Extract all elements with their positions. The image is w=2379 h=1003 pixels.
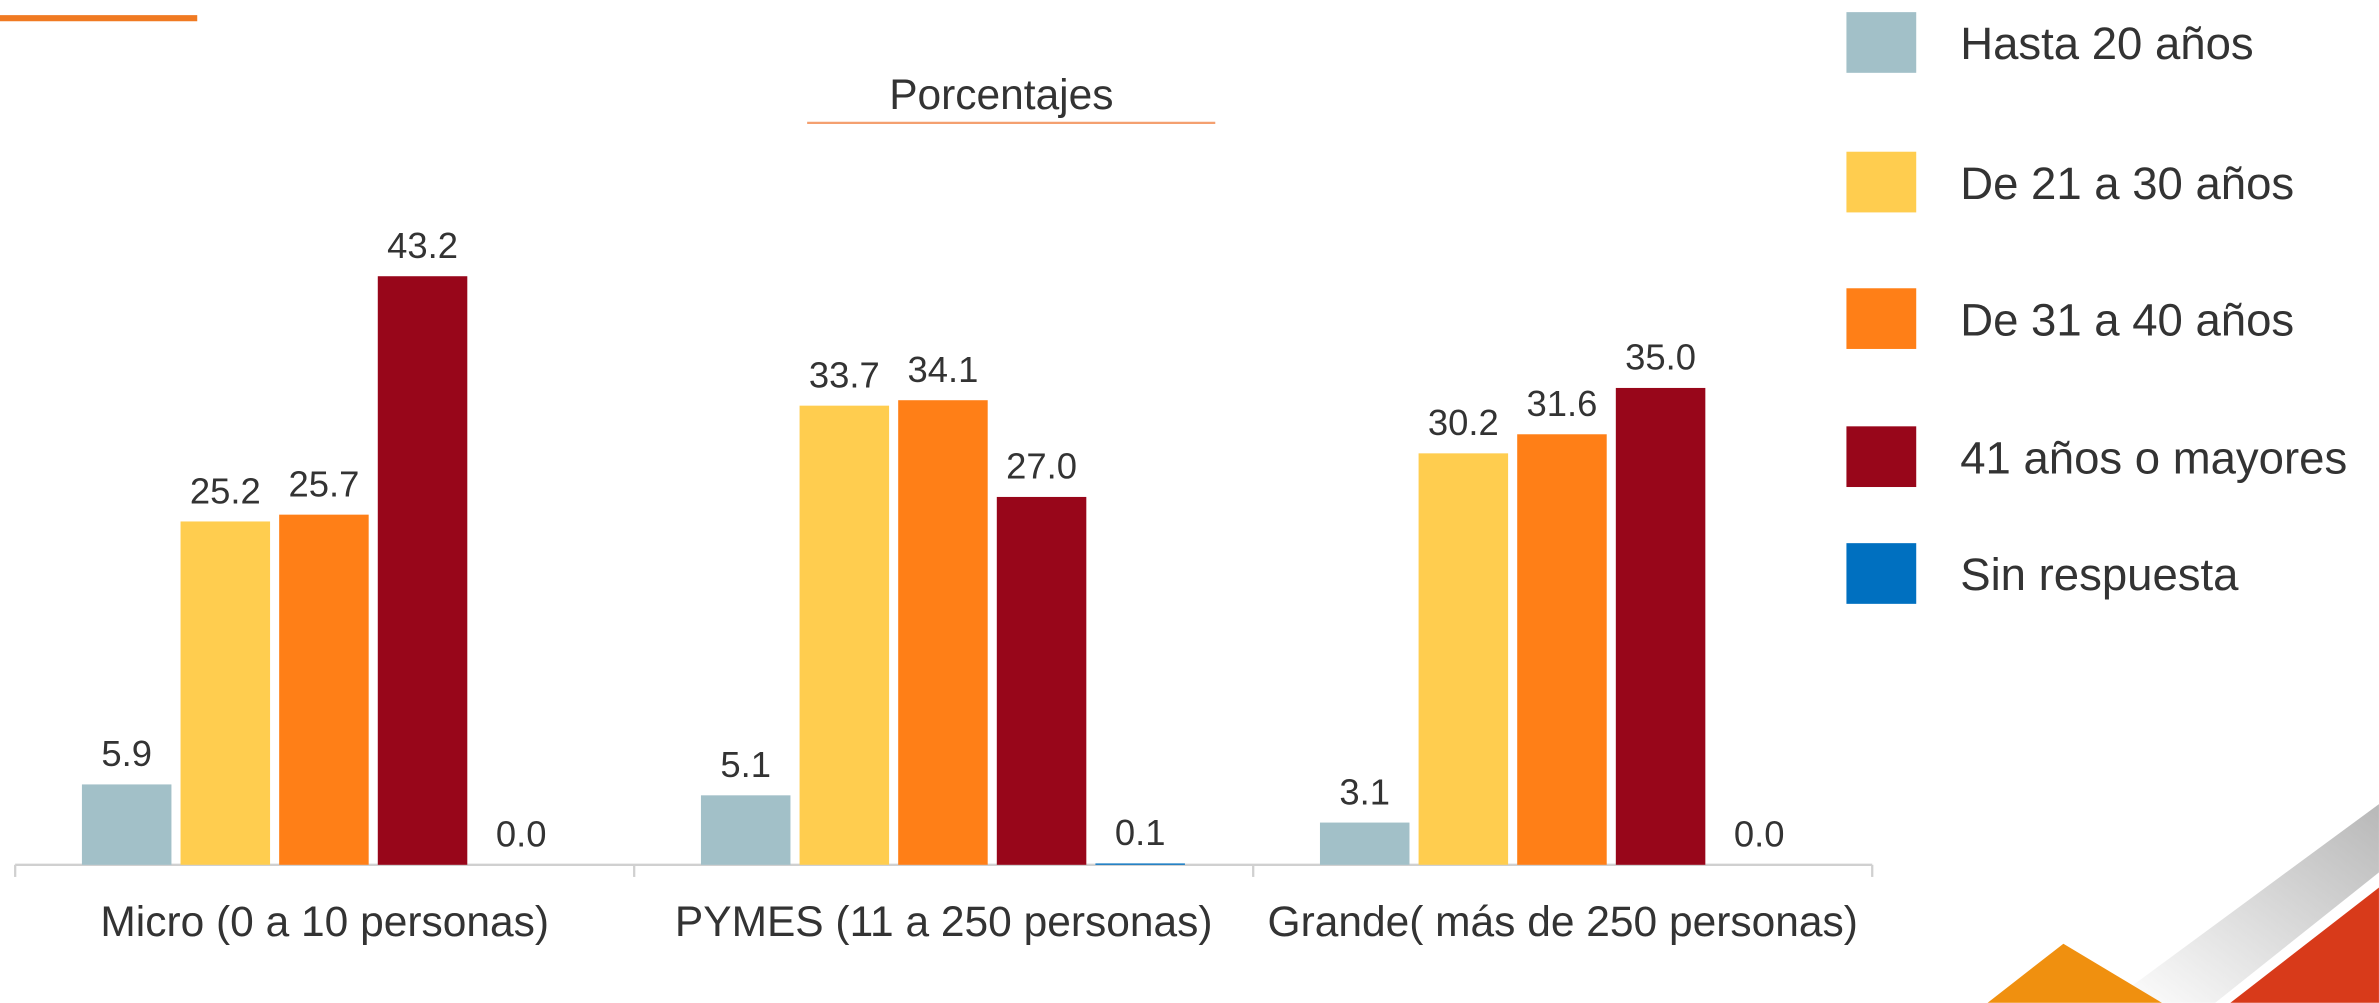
- chart-title: Porcentajes: [889, 72, 1113, 119]
- bar: [996, 496, 1087, 865]
- data-label: 31.6: [1527, 383, 1598, 424]
- data-label: 0.0: [496, 814, 547, 855]
- x-tick-label: Grande( más de 250 personas): [1267, 898, 1858, 946]
- data-label: 43.2: [387, 225, 458, 266]
- legend-label: Sin respuesta: [1960, 549, 2239, 600]
- legend-swatch: [1846, 151, 1917, 213]
- legend-swatch: [1846, 426, 1917, 488]
- legend-label: De 31 a 40 años: [1960, 294, 2294, 345]
- legend-swatch: [1846, 288, 1917, 349]
- data-label: 33.7: [809, 354, 880, 395]
- bar: [1517, 434, 1607, 865]
- data-label: 5.9: [101, 733, 152, 774]
- data-label: 0.1: [1115, 812, 1166, 853]
- data-label: 0.0: [1734, 814, 1785, 855]
- data-label: 5.1: [720, 744, 771, 785]
- bar: [279, 514, 369, 865]
- data-label: 3.1: [1339, 771, 1390, 812]
- data-label: 34.1: [908, 349, 979, 390]
- legend-label: Hasta 20 años: [1960, 18, 2253, 69]
- bar: [377, 276, 468, 865]
- bar: [1319, 822, 1410, 865]
- legend-label: 41 años o mayores: [1960, 432, 2347, 483]
- legend-swatch: [1846, 543, 1917, 604]
- decoration: [1987, 943, 2163, 1003]
- data-label: 25.2: [190, 470, 261, 511]
- bar: [1418, 453, 1509, 865]
- x-tick-label: Micro (0 a 10 personas): [100, 898, 549, 946]
- bar: [81, 784, 172, 865]
- bar: [1095, 863, 1185, 865]
- data-label: 35.0: [1625, 337, 1696, 378]
- x-tick-label: PYMES (11 a 250 personas): [674, 898, 1213, 946]
- legend-label: De 21 a 30 años: [1960, 158, 2294, 209]
- data-label: 30.2: [1428, 402, 1499, 443]
- bar: [180, 521, 271, 865]
- data-label: 25.7: [288, 463, 359, 504]
- bar: [898, 400, 988, 865]
- bar: [799, 405, 890, 865]
- data-label: 27.0: [1006, 446, 1077, 487]
- bar: [1615, 387, 1706, 865]
- legend-swatch: [1846, 12, 1917, 73]
- bar: [700, 795, 791, 865]
